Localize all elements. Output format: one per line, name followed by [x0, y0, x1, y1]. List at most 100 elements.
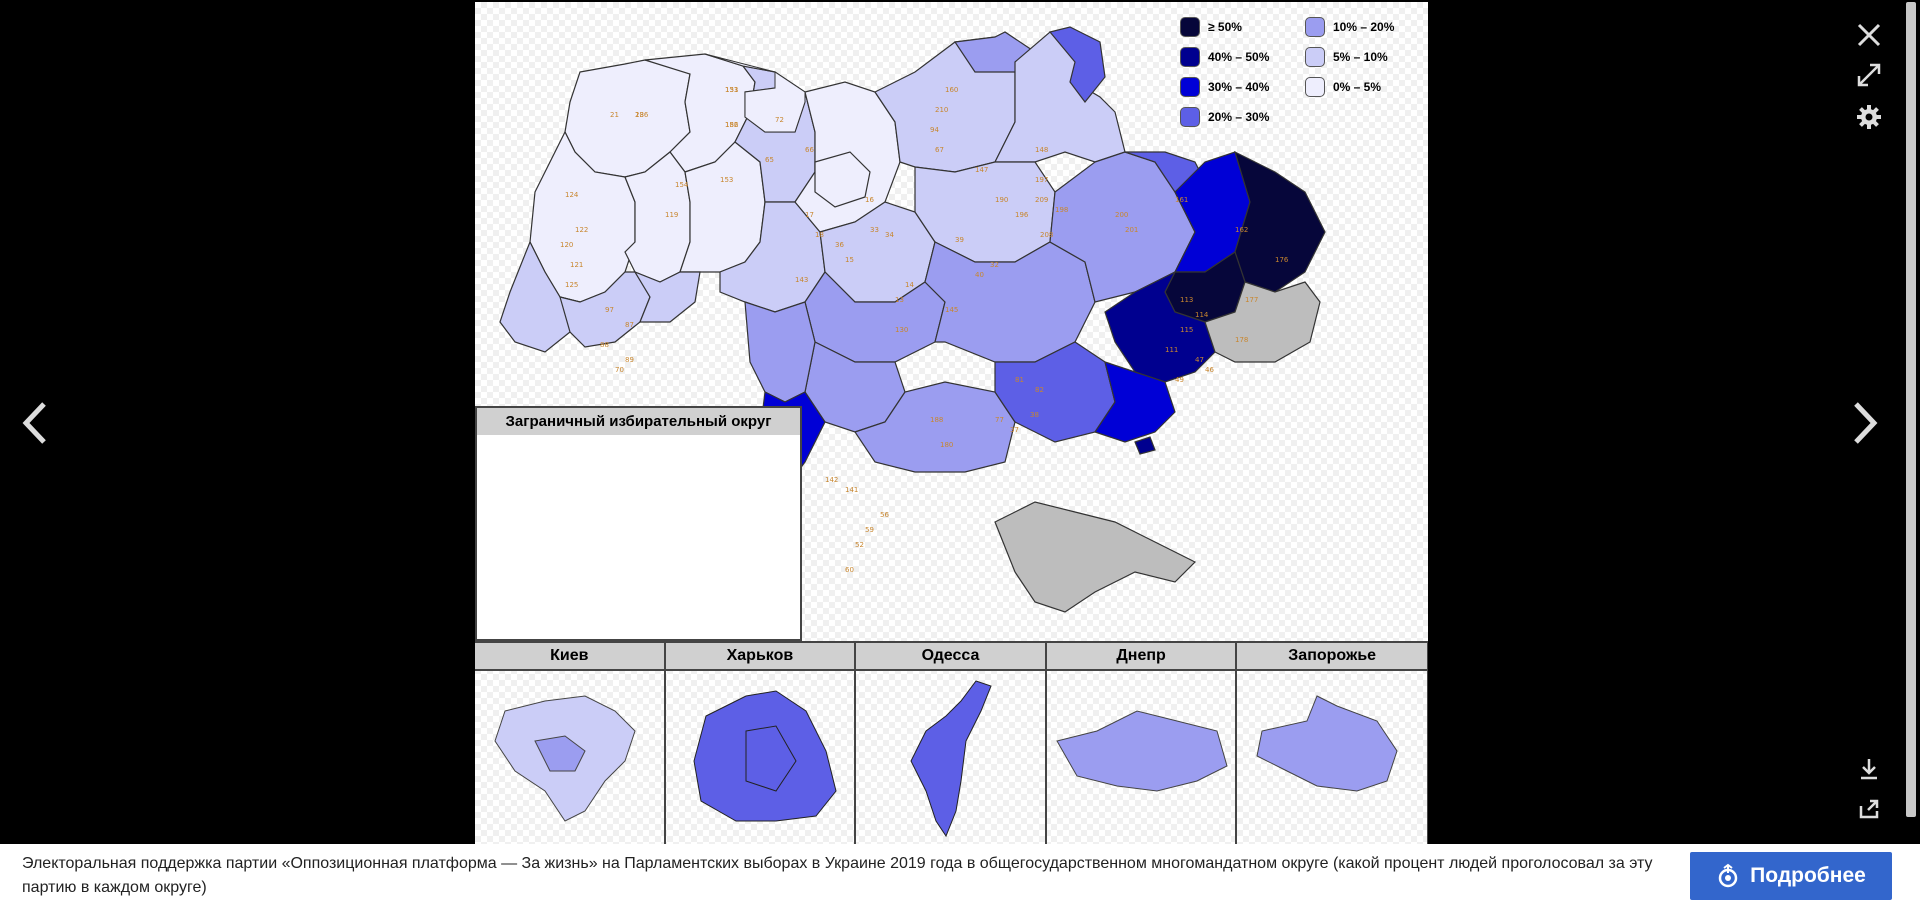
city-map-odesa: [910, 680, 992, 838]
district-label: 111: [1165, 346, 1178, 354]
district-label: 113: [1180, 296, 1193, 304]
region-polissia: [704, 53, 806, 133]
city-map-kyiv: [494, 695, 636, 822]
legend-label: 5% – 10%: [1333, 50, 1388, 64]
share-icon: [1859, 799, 1879, 819]
district-label: 89: [625, 356, 634, 364]
legend-swatch: [1180, 47, 1200, 67]
image-caption: Электоральная поддержка партии «Оппозици…: [22, 855, 1653, 896]
district-label: 39: [955, 236, 964, 244]
legend-label: 30% – 40%: [1208, 80, 1270, 94]
caption-bar: Электоральная поддержка партии «Оппозици…: [0, 844, 1920, 906]
scrollbar[interactable]: [1902, 0, 1920, 844]
district-label: 197: [1035, 176, 1048, 184]
city-inset-zaporizhzhia: Запорожье: [1237, 641, 1428, 844]
district-label: 47: [1195, 356, 1204, 364]
chevron-right-icon: [1854, 402, 1878, 444]
district-label: 56: [880, 511, 889, 519]
district-label: 145: [945, 306, 958, 314]
legend-label: ≥ 50%: [1208, 20, 1242, 34]
legend-item: 40% – 50%: [1180, 46, 1305, 68]
chevron-left-icon: [22, 402, 46, 444]
district-label: 125: [565, 281, 578, 289]
legend-swatch: [1180, 17, 1200, 37]
district-label: 142: [825, 476, 838, 484]
district-label: 141: [845, 486, 858, 494]
city-title: Одесса: [856, 643, 1045, 671]
fullscreen-button[interactable]: [1854, 60, 1884, 90]
district-label: 49: [1175, 376, 1184, 384]
district-label: 81: [1015, 376, 1024, 384]
city-inset-odesa: Одесса: [856, 641, 1047, 844]
scrollbar-thumb[interactable]: [1906, 2, 1916, 817]
city-inset-kyiv: Киев: [475, 641, 666, 844]
legend-item: 5% – 10%: [1305, 46, 1420, 68]
legend-item: 10% – 20%: [1305, 16, 1420, 38]
district-label: 177: [1245, 296, 1258, 304]
district-label: 154: [675, 181, 689, 189]
settings-button[interactable]: [1854, 102, 1884, 132]
region-crimea: [994, 501, 1197, 613]
region-small-dark: [1134, 436, 1156, 455]
district-label: 87: [625, 321, 634, 329]
close-button[interactable]: [1854, 20, 1884, 50]
more-details-label: Подробнее: [1750, 864, 1866, 887]
district-label: 176: [1275, 256, 1289, 264]
district-label: 17: [805, 211, 814, 219]
district-label: 115: [1180, 326, 1193, 334]
legend-label: 20% – 30%: [1208, 110, 1270, 124]
district-label: 88: [600, 341, 609, 349]
media-viewer: 133 156 23 21 153 154 119 124 122 120 121 125 97 87 88…: [12, 0, 1920, 844]
district-label: 21: [610, 111, 619, 119]
close-icon: [1857, 23, 1881, 47]
district-label: 82: [1035, 386, 1044, 394]
district-label: 59: [865, 526, 874, 534]
district-label: 33: [870, 226, 879, 234]
district-label: 52: [855, 541, 864, 549]
district-label: 60: [845, 566, 854, 574]
region-donetsk: [1104, 270, 1216, 383]
legend-swatch: [1180, 107, 1200, 127]
expand-icon: [1857, 63, 1881, 87]
more-details-button[interactable]: Подробнее: [1690, 852, 1892, 900]
region-odesa-n: [744, 301, 816, 403]
gear-icon: [1857, 105, 1881, 129]
district-label: 121: [570, 261, 583, 269]
download-icon: [1861, 759, 1877, 780]
legend-label: 0% – 5%: [1333, 80, 1382, 94]
legend-item: 0% – 5%: [1305, 76, 1420, 98]
city-title: Киев: [475, 643, 664, 671]
map-image: 133 156 23 21 153 154 119 124 122 120 121 125 97 87 88…: [475, 2, 1428, 844]
legend-label: 10% – 20%: [1333, 20, 1395, 34]
district-label: 120: [560, 241, 573, 249]
district-label: 23: [635, 111, 644, 119]
city-title: Харьков: [665, 643, 855, 671]
district-label: 188: [930, 416, 943, 424]
region-sumy-ne: [1048, 26, 1106, 103]
commons-logo-icon: [1718, 863, 1738, 888]
download-button[interactable]: [1854, 754, 1884, 784]
share-button[interactable]: [1854, 794, 1884, 824]
district-label: 200: [1115, 211, 1128, 219]
city-title: Запорожье: [1237, 643, 1427, 671]
district-label: 186: [635, 111, 649, 119]
district-label: 70: [615, 366, 624, 374]
district-label: 148: [1035, 146, 1048, 154]
district-label: 36: [835, 241, 844, 249]
legend-item: 20% – 30%: [1180, 106, 1305, 128]
district-label: 97: [605, 306, 614, 314]
district-label: 38: [1030, 411, 1039, 419]
previous-image-button[interactable]: [12, 395, 58, 451]
district-label: 162: [1235, 226, 1248, 234]
city-inset-dnipro: Днепр: [1046, 641, 1238, 844]
region-mariupol: [1094, 361, 1176, 443]
inset-title: Заграничный избирательный округ: [475, 406, 802, 437]
region-chernivtsi: [633, 270, 701, 323]
next-image-button[interactable]: [1842, 395, 1888, 451]
district-label: 147: [975, 166, 988, 174]
district-label: 18: [815, 231, 824, 239]
city-map-zaporizhzhia: [1256, 695, 1398, 792]
district-label: 65: [765, 156, 774, 164]
map-legend: ≥ 50% 10% – 20% 40% – 50% 5% – 10% 30% – 40%…: [1180, 16, 1420, 128]
district-label: 66: [805, 146, 814, 154]
